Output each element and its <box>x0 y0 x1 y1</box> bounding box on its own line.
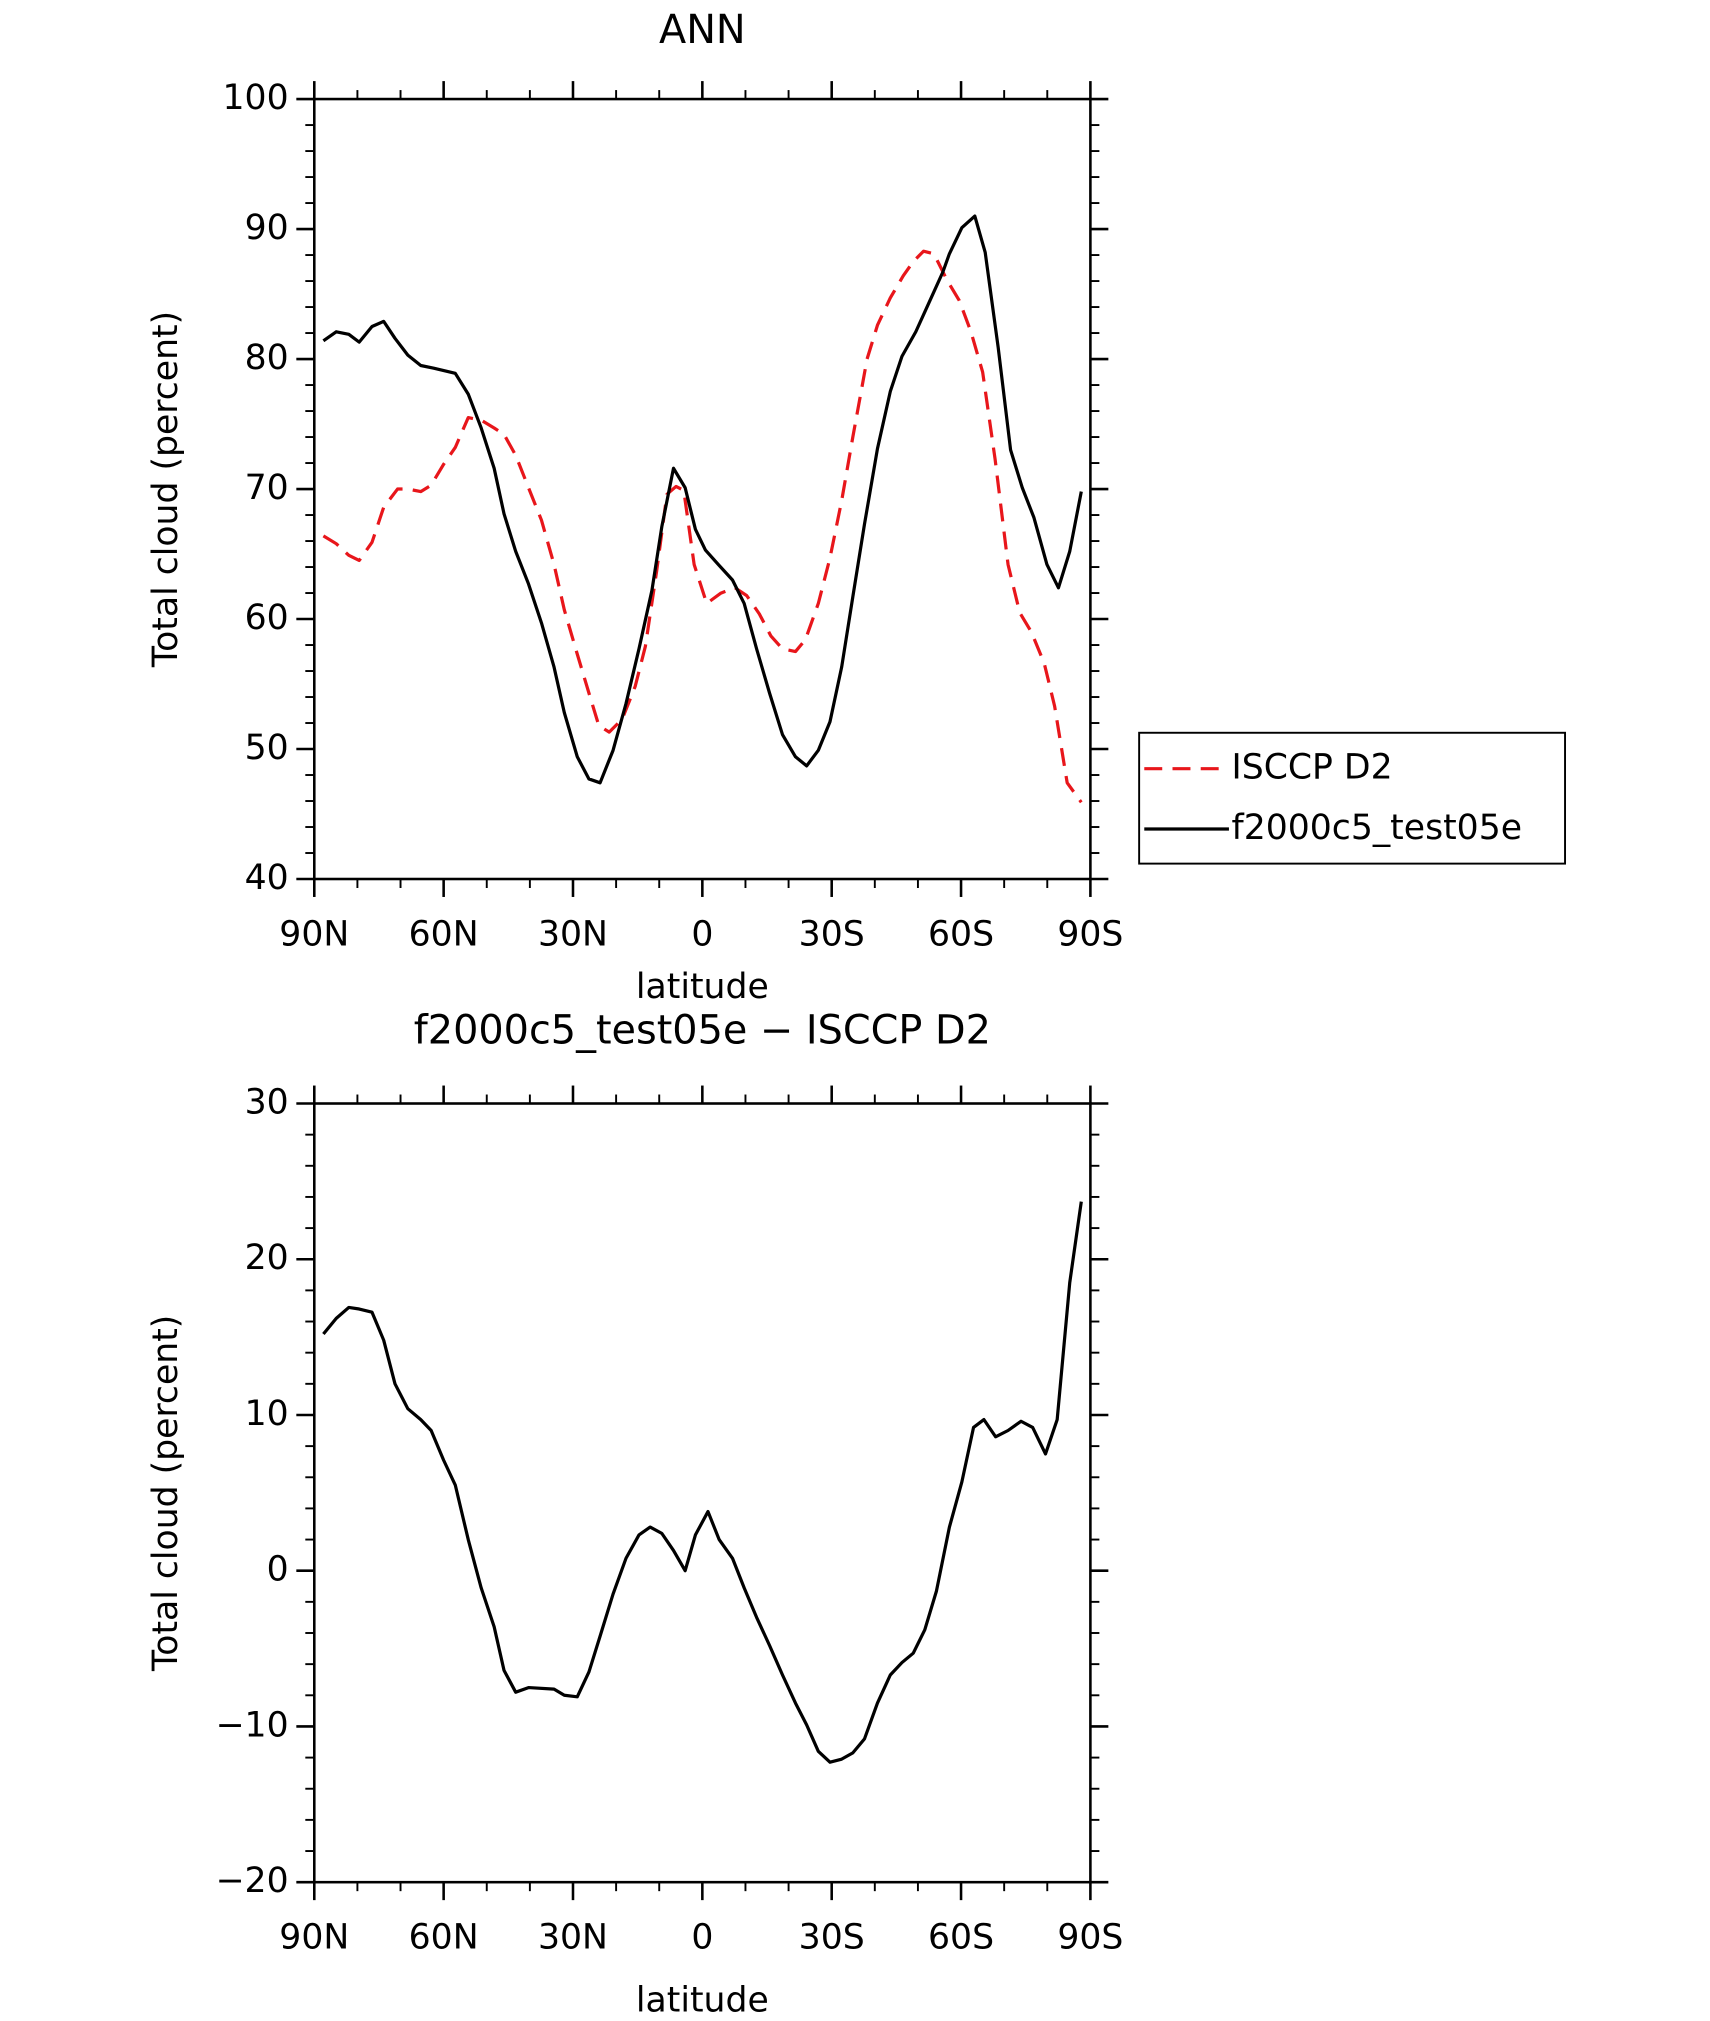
data-line <box>322 249 1083 804</box>
x-tick-label: 90S <box>1057 914 1123 954</box>
y-tick-label: 30 <box>245 1083 289 1123</box>
x-axis-label: latitude <box>636 1980 769 2020</box>
x-tick-label: 0 <box>691 1918 713 1958</box>
x-tick-label: 30S <box>799 1918 865 1958</box>
y-tick-label: −20 <box>216 1861 289 1901</box>
chart-title: f2000c5_test05e − ISCCP D2 <box>414 1007 991 1053</box>
data-line <box>322 214 1083 785</box>
y-tick-label: −10 <box>216 1705 289 1745</box>
y-tick-label: 50 <box>245 728 289 768</box>
y-tick-label: 0 <box>267 1550 289 1590</box>
x-tick-label: 90N <box>279 914 349 954</box>
x-tick-label: 0 <box>691 914 713 954</box>
y-tick-label: 90 <box>245 208 289 248</box>
x-tick-label: 60N <box>409 1918 479 1958</box>
data-line <box>322 1201 1083 1764</box>
chart-title: ANN <box>659 7 746 53</box>
x-tick-label: 30S <box>799 914 865 954</box>
x-tick-label: 90N <box>279 1918 349 1958</box>
x-tick-label: 30N <box>538 1918 608 1958</box>
legend-label: ISCCP D2 <box>1232 748 1393 788</box>
legend-box <box>1138 731 1567 865</box>
plot-frame <box>313 1102 1092 1884</box>
y-tick-label: 10 <box>245 1394 289 1434</box>
y-tick-label: 80 <box>245 338 289 378</box>
x-tick-label: 60S <box>928 914 994 954</box>
y-tick-label: 20 <box>245 1238 289 1278</box>
x-tick-label: 90S <box>1057 1918 1123 1958</box>
y-tick-label: 60 <box>245 598 289 638</box>
legend-label: f2000c5_test05e <box>1232 808 1523 848</box>
y-axis-label: Total cloud (percent) <box>146 1315 186 1672</box>
y-tick-label: 40 <box>245 858 289 898</box>
x-tick-label: 60S <box>928 1918 994 1958</box>
y-tick-label: 100 <box>223 78 289 118</box>
x-tick-label: 30N <box>538 914 608 954</box>
x-tick-label: 60N <box>409 914 479 954</box>
y-axis-label: Total cloud (percent) <box>146 311 186 668</box>
y-tick-label: 70 <box>245 468 289 508</box>
x-axis-label: latitude <box>636 967 769 1007</box>
